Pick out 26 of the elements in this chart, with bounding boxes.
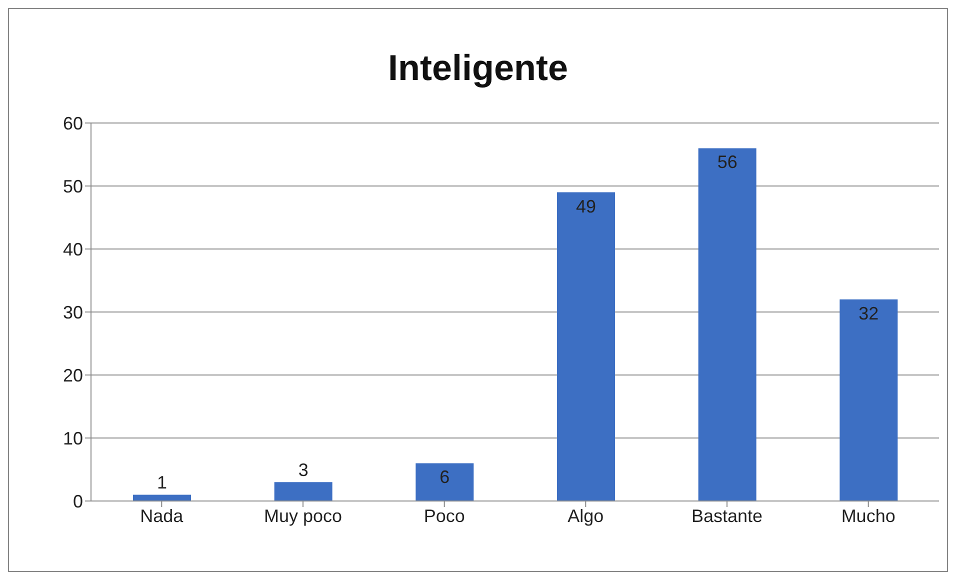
bar — [557, 192, 615, 501]
x-tick-label: Mucho — [841, 506, 896, 526]
chart-title: Inteligente — [386, 47, 570, 89]
x-tick-label: Nada — [140, 506, 184, 526]
data-label: 49 — [576, 196, 596, 216]
bar — [840, 299, 898, 501]
bar — [416, 463, 474, 501]
bar — [133, 494, 191, 501]
y-tick-label: 60 — [62, 113, 83, 134]
x-tick-label: Bastante — [691, 506, 763, 526]
data-label: 56 — [717, 152, 738, 172]
y-tick-label: 0 — [72, 491, 83, 512]
x-tick-label: Muy poco — [264, 506, 342, 526]
x-tick-label: Algo — [568, 506, 604, 526]
y-tick-label: 50 — [62, 176, 83, 196]
data-label: 6 — [440, 467, 450, 488]
bar — [274, 482, 332, 501]
y-tick-label: 40 — [62, 239, 83, 260]
y-tick-label: 30 — [62, 302, 83, 322]
data-label: 1 — [156, 472, 168, 493]
bar — [698, 148, 756, 501]
data-label: 3 — [298, 460, 308, 480]
x-tick-label: Poco — [424, 506, 465, 526]
y-tick-label: 10 — [62, 428, 83, 448]
y-tick-label: 20 — [62, 365, 83, 386]
data-label: 32 — [858, 303, 879, 324]
